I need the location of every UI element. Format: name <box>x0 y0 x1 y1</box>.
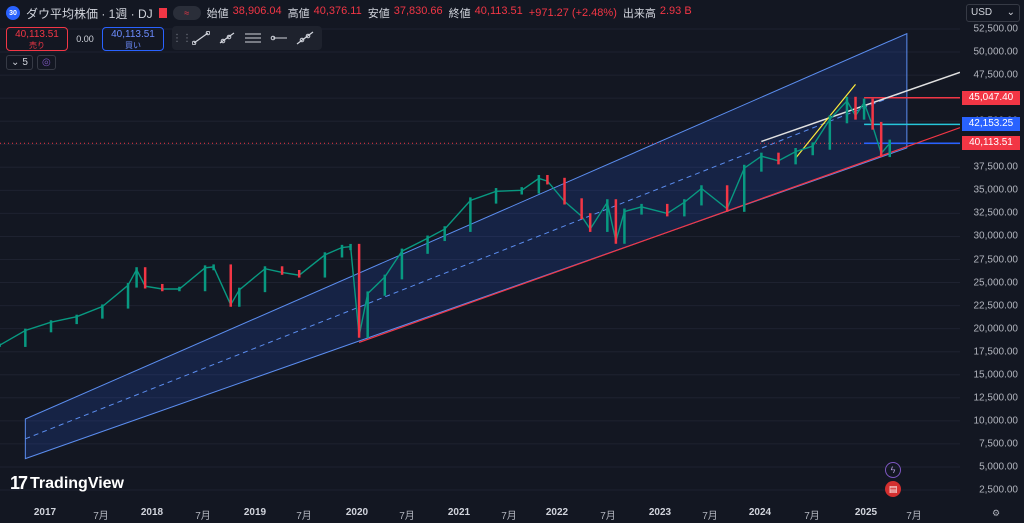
price-series-line <box>0 99 891 346</box>
flag-us-icon[interactable]: ▤ <box>885 481 901 497</box>
regression-channel <box>24 32 908 460</box>
time-tick: 2019 <box>243 507 267 518</box>
approx-icon[interactable]: ≈ <box>172 6 201 20</box>
price-tick: 12,500.00 <box>973 392 1019 404</box>
price-tick: 20,000.00 <box>973 323 1019 335</box>
price-axis[interactable]: 52,500.0050,000.0047,500.0045,000.0042,5… <box>960 0 1024 523</box>
extended-line-icon[interactable] <box>294 29 316 47</box>
support-trendline <box>358 127 960 344</box>
price-tick: 52,500.00 <box>973 23 1019 35</box>
price-tick: 10,000.00 <box>973 415 1019 427</box>
time-tick: 2018 <box>140 507 164 518</box>
ohlc-open: 始値 38,906.04 <box>206 5 282 20</box>
channel-midline <box>25 90 908 440</box>
price-tick: 5,000.00 <box>979 461 1018 473</box>
drawing-toolbar: ⋮⋮ <box>172 26 322 50</box>
dow-symbol-icon: 30 <box>6 6 20 20</box>
grid <box>0 28 960 491</box>
price-level-label: 40,113.51 <box>962 136 1020 151</box>
price-level-label: 45,047.40 <box>962 90 1020 105</box>
time-tick: 2017 <box>33 507 57 518</box>
price-tick: 2,500.00 <box>979 484 1018 496</box>
ohlc-high: 高値 40,376.11 <box>287 5 362 20</box>
legend-header: 30 ダウ平均株価 · 1週 · DJ ≈ 始値 38,906.04 高値 40,3… <box>0 0 960 26</box>
time-tick: 7月 <box>93 511 109 522</box>
indicator-row: ⌄ 5 ◎ <box>6 55 56 70</box>
price-chart[interactable] <box>0 0 960 503</box>
settings-gear-icon[interactable]: ⚙ <box>991 507 1001 518</box>
flag-icon[interactable] <box>158 8 167 18</box>
price-tick: 50,000.00 <box>973 46 1019 58</box>
time-tick: 7月 <box>195 511 211 522</box>
buy-button[interactable]: 40,113.51 買い <box>102 27 164 51</box>
horizontal-lines-icon[interactable] <box>242 29 264 47</box>
price-change: +971.27 (+2.48%) <box>528 7 617 19</box>
time-axis[interactable]: 2017 7月 2018 7月 2019 7月 2020 7月 2021 7月 2022 7月 2023… <box>0 503 960 523</box>
time-tick: 7月 <box>501 511 517 522</box>
price-tick: 15,000.00 <box>973 369 1019 381</box>
time-tick: 7月 <box>600 511 616 522</box>
sell-button[interactable]: 40,113.51 売り <box>6 27 68 51</box>
drag-handle-icon[interactable]: ⋮⋮ <box>172 32 192 44</box>
horizontal-ray-icon[interactable] <box>268 29 290 47</box>
price-tick: 37,500.00 <box>973 161 1019 173</box>
tradingview-logo[interactable]: 17 TradingView <box>10 473 124 494</box>
price-tick: 22,500.00 <box>973 300 1019 312</box>
price-tick: 32,500.00 <box>973 207 1019 219</box>
ray-icon[interactable] <box>216 29 238 47</box>
time-tick: 7月 <box>296 511 312 522</box>
chevron-down-icon: ⌄ <box>11 57 20 68</box>
indicators-toggle[interactable]: ⌄ 5 <box>6 55 33 70</box>
price-tick: 25,000.00 <box>973 277 1019 289</box>
time-tick: 2020 <box>345 507 369 518</box>
time-tick: 7月 <box>399 511 415 522</box>
time-tick: 2025 <box>854 507 878 518</box>
settings-icon[interactable]: ◎ <box>36 55 56 70</box>
volume: 出来高 2.93 B <box>622 5 692 20</box>
time-tick: 7月 <box>702 511 718 522</box>
trend-line-icon[interactable] <box>190 29 212 47</box>
trade-panel: 40,113.51 売り 0.00 40,113.51 買い <box>6 27 164 51</box>
spread-value: 0.00 <box>76 34 94 44</box>
logo-mark: 17 <box>10 473 28 493</box>
chevron-down-icon: ⌄ <box>1006 7 1015 18</box>
price-level-label: 42,153.25 <box>962 117 1020 132</box>
yellow-trendline <box>795 83 856 159</box>
time-tick: 2021 <box>447 507 471 518</box>
currency-select[interactable]: USD ⌄ <box>966 4 1020 22</box>
price-tick: 35,000.00 <box>973 184 1019 196</box>
time-tick: 7月 <box>804 511 820 522</box>
price-tick: 7,500.00 <box>979 438 1018 450</box>
ohlc-close: 終値 40,113.51 <box>448 5 523 20</box>
price-tick: 30,000.00 <box>973 230 1019 242</box>
lightning-icon[interactable]: ϟ <box>885 462 901 478</box>
price-tick: 17,500.00 <box>973 346 1019 358</box>
time-tick: 2022 <box>545 507 569 518</box>
time-tick: 2023 <box>648 507 672 518</box>
price-tick: 47,500.00 <box>973 69 1019 81</box>
ohlc-low: 安値 37,830.66 <box>367 5 443 20</box>
time-tick: 2024 <box>748 507 772 518</box>
symbol-title[interactable]: ダウ平均株価 · 1週 · DJ <box>26 6 153 21</box>
logo-text: TradingView <box>30 474 124 492</box>
time-tick: 7月 <box>906 511 922 522</box>
price-tick: 27,500.00 <box>973 254 1019 265</box>
